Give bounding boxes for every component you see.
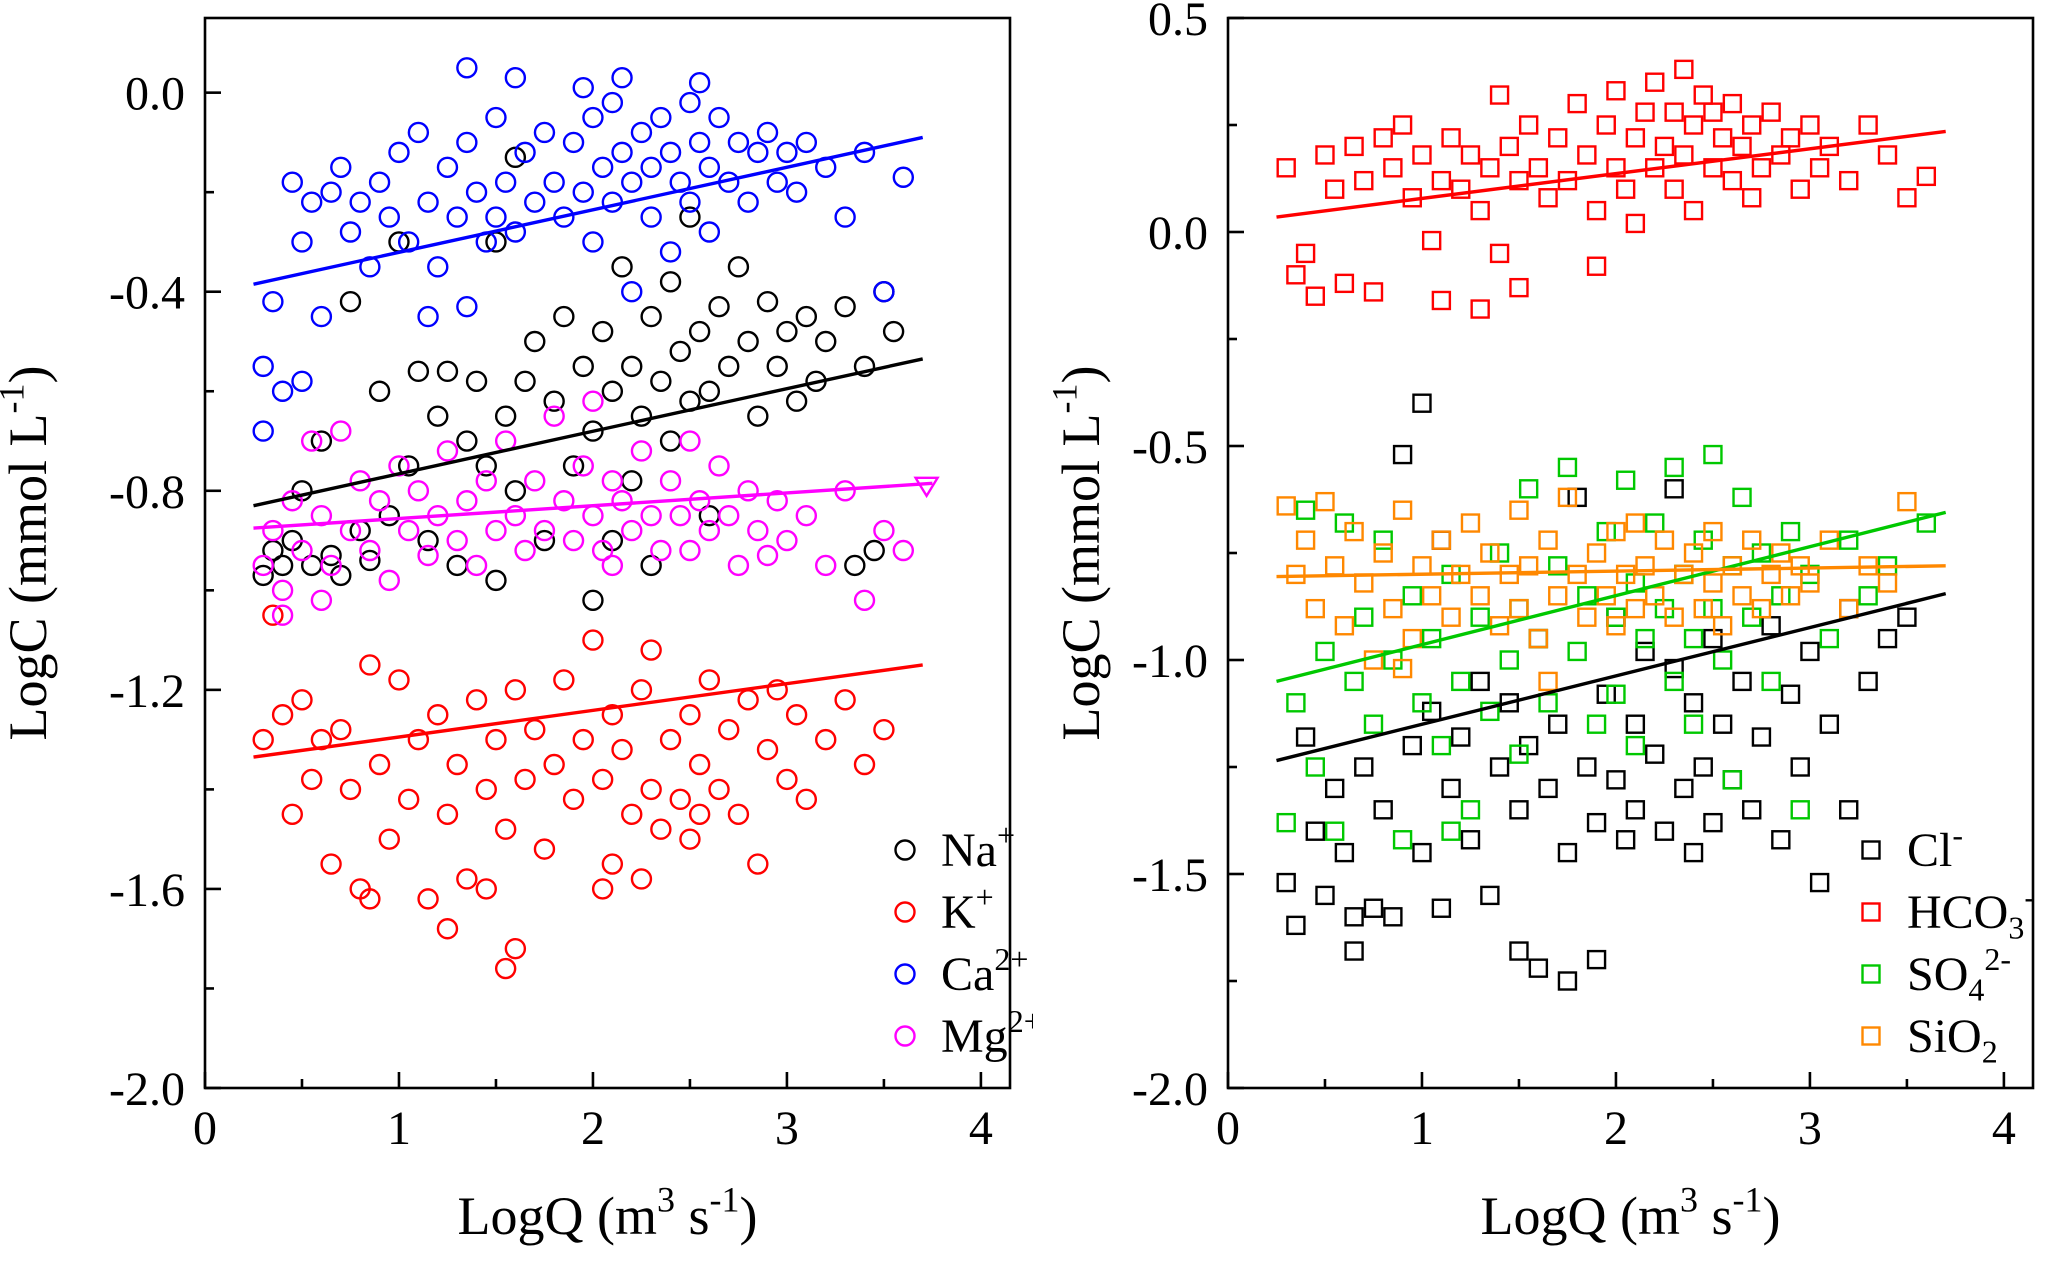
y-tick-label: -1.6 xyxy=(109,864,185,917)
trendline-na xyxy=(253,357,924,508)
x-tick-label: 2 xyxy=(1604,1102,1628,1155)
x-tick-label: 3 xyxy=(1798,1102,1822,1155)
x-tick-label: 0 xyxy=(1216,1102,1240,1155)
x-axis-title: LogQ (m3 s-1) xyxy=(1481,1179,1781,1246)
y-tick-label: -2.0 xyxy=(1132,1063,1208,1116)
trendline-mg xyxy=(253,481,933,530)
x-axis-title: LogQ (m3 s-1) xyxy=(458,1179,758,1246)
trendline-so4 xyxy=(1276,510,1947,684)
y-axis-title-group: LogC (mmol L-1) xyxy=(1044,366,1111,741)
legend-marker-k xyxy=(894,901,916,923)
legend-marker-hco3 xyxy=(1861,902,1881,922)
y-tick-label: -1.2 xyxy=(109,665,185,718)
x-tick-label: 0 xyxy=(193,1102,217,1155)
plot-data-layer xyxy=(1276,59,1947,991)
series-sio2 xyxy=(1276,487,1917,692)
x-tick-label: 4 xyxy=(969,1102,993,1155)
plot-border xyxy=(203,16,1012,1090)
y-tick-label: -1.0 xyxy=(1132,635,1208,688)
trendline-hco3 xyxy=(1276,129,1946,219)
legend: Cl-HCO3-SO42-SiO2 xyxy=(1861,817,2035,1070)
plot-data-layer xyxy=(252,57,940,980)
y-axis-title-group: LogC (mmol L-1) xyxy=(0,366,58,741)
y-tick-label: 0.0 xyxy=(1148,207,1208,260)
legend-label-so4: SO42- xyxy=(1907,941,2011,1008)
legend-label-na: Na+ xyxy=(941,817,1015,877)
axes-frame xyxy=(203,16,1012,1090)
legend-label-sio2: SiO2 xyxy=(1907,1010,1998,1070)
legend-marker-mg xyxy=(894,1025,916,1047)
y-axis-title: LogC (mmol L-1) xyxy=(1044,366,1111,741)
legend-label-k: K+ xyxy=(941,879,994,939)
axis-labels: 0 1 2 3 4 0.0 -0.4 -0.8 -1.2 -1.6 -2.0 LogQ (m3 s-1… xyxy=(109,68,993,1246)
y-tick-label: -0.4 xyxy=(109,267,185,320)
left-chart-panel: 0 1 2 3 4 0.0 -0.4 -0.8 -1.2 -1.6 -2.0 LogQ (m3 s-1… xyxy=(0,0,1042,1256)
x-tick-label: 4 xyxy=(1992,1102,2016,1155)
y-tick-label: 0.5 xyxy=(1148,0,1208,46)
legend-label-mg: Mg2+ xyxy=(941,1003,1033,1063)
y-tick-label: -2.0 xyxy=(109,1063,185,1116)
right-chart-panel: 0 1 2 3 4 0.5 0.0 -0.5 -1.0 -1.5 -2.0 LogQ (m3 s-1)… xyxy=(1033,0,2067,1256)
x-tick-label: 2 xyxy=(581,1102,605,1155)
axis-labels: 0 1 2 3 4 0.5 0.0 -0.5 -1.0 -1.5 -2.0 LogQ (m3 s-1) xyxy=(1132,0,2016,1246)
legend: Na+K+Ca2+Mg2+ xyxy=(894,817,1042,1063)
legend-marker-so4 xyxy=(1861,964,1881,984)
legend-marker-cl xyxy=(1861,840,1881,860)
y-tick-label: 0.0 xyxy=(125,68,185,121)
series-mg-triangle xyxy=(913,476,940,499)
series-mg xyxy=(252,390,915,626)
series-cl xyxy=(1276,393,1917,991)
legend-label-ca: Ca2+ xyxy=(941,941,1028,1001)
legend-label-cl: Cl- xyxy=(1907,817,1963,877)
x-tick-label: 1 xyxy=(1410,1102,1434,1155)
x-tick-label: 1 xyxy=(387,1102,411,1155)
trendline-ca xyxy=(253,135,924,286)
trendline-k xyxy=(253,663,923,759)
axes-frame xyxy=(1226,16,2035,1090)
y-tick-label: -0.5 xyxy=(1132,421,1208,474)
legend-marker-na xyxy=(894,839,916,861)
y-axis-title: LogC (mmol L-1) xyxy=(0,366,58,741)
y-tick-label: -1.5 xyxy=(1132,849,1208,902)
right-chart-svg: 0 1 2 3 4 0.5 0.0 -0.5 -1.0 -1.5 -2.0 LogQ (m3 s-1)… xyxy=(1044,0,2035,1246)
legend-marker-ca xyxy=(894,963,916,985)
series-k xyxy=(252,604,895,980)
trendline-sio2 xyxy=(1276,564,1946,579)
legend-marker-sio2 xyxy=(1861,1026,1881,1046)
series-hco3 xyxy=(1276,59,1937,319)
series-ca xyxy=(252,57,915,442)
trendline-cl xyxy=(1276,592,1947,763)
x-tick-label: 3 xyxy=(775,1102,799,1155)
y-tick-label: -0.8 xyxy=(109,466,185,519)
left-chart-svg: 0 1 2 3 4 0.0 -0.4 -0.8 -1.2 -1.6 -2.0 LogQ (m3 s-1… xyxy=(0,16,1042,1246)
legend-label-hco3: HCO3- xyxy=(1907,879,2035,946)
